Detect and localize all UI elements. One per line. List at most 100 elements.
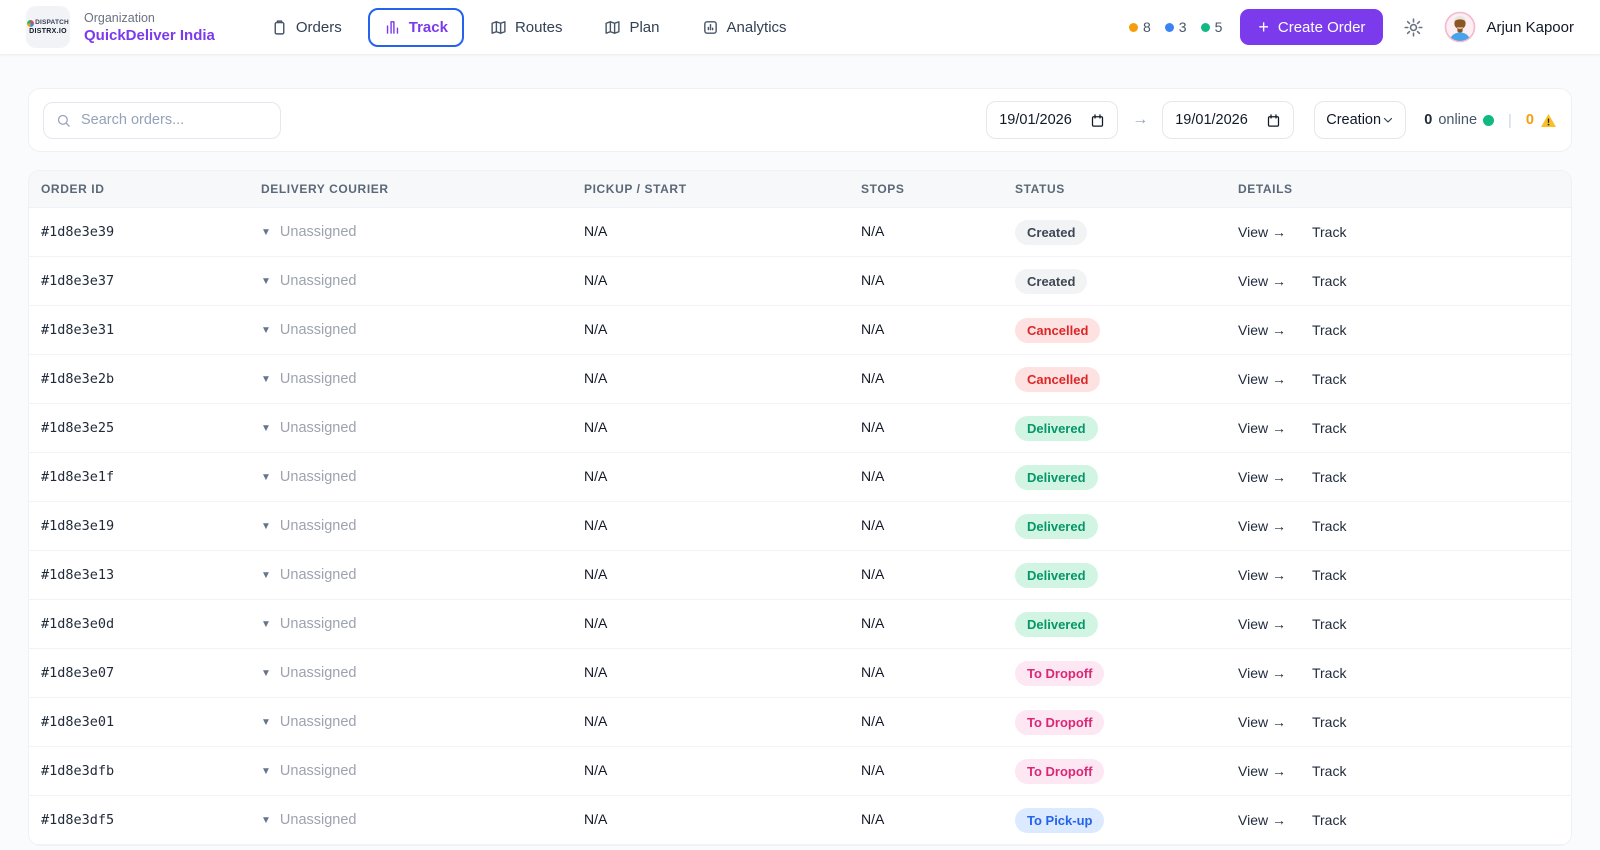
track-link[interactable]: Track <box>1311 273 1347 289</box>
warning-status: 0 <box>1526 112 1557 128</box>
calendar-icon <box>1092 113 1104 127</box>
calendar-icon <box>1268 113 1280 127</box>
track-link[interactable]: Track <box>1311 224 1347 240</box>
courier-value: Unassigned <box>279 616 357 632</box>
view-link[interactable]: View → <box>1238 714 1286 730</box>
courier-dropdown[interactable]: ▼ Unassigned <box>261 518 584 534</box>
nav-item-plan[interactable]: Plan <box>588 8 675 47</box>
view-link[interactable]: View → <box>1238 469 1286 485</box>
warning-icon <box>1540 113 1557 128</box>
courier-dropdown[interactable]: ▼ Unassigned <box>261 665 584 681</box>
courier-dropdown[interactable]: ▼ Unassigned <box>261 763 584 779</box>
track-link[interactable]: Track <box>1311 469 1347 485</box>
chevron-down-icon: ▼ <box>261 275 271 287</box>
chevron-down-icon: ▼ <box>261 814 271 826</box>
search-box[interactable] <box>43 101 281 139</box>
stops-value: N/A <box>861 811 885 827</box>
view-link[interactable]: View → <box>1238 518 1286 534</box>
nav-label: Plan <box>629 18 660 36</box>
analytics-icon <box>703 20 717 34</box>
track-link[interactable]: Track <box>1311 420 1347 436</box>
nav-item-analytics[interactable]: Analytics <box>686 8 803 47</box>
table-row: #1d8e3dfb ▼ Unassigned N/A N/A To Dropof… <box>29 747 1571 796</box>
status-badge: To Pick-up <box>1015 807 1105 833</box>
counter-value: 8 <box>1142 19 1151 35</box>
stops-value: N/A <box>861 615 885 631</box>
track-link[interactable]: Track <box>1311 518 1347 534</box>
table-row: #1d8e3e39 ▼ Unassigned N/A N/A Created V… <box>29 208 1571 257</box>
track-link[interactable]: Track <box>1311 665 1347 681</box>
track-link[interactable]: Track <box>1311 371 1347 387</box>
view-link[interactable]: View → <box>1238 616 1286 632</box>
stops-value: N/A <box>861 762 885 778</box>
organization-name[interactable]: QuickDeliver India <box>84 26 215 44</box>
view-link[interactable]: View → <box>1238 420 1286 436</box>
main-nav: Orders Track Routes Plan Analytics <box>255 7 803 47</box>
status-badge: Created <box>1015 219 1088 245</box>
courier-dropdown[interactable]: ▼ Unassigned <box>261 616 584 632</box>
date-to-input[interactable]: 19/01/2026 <box>1162 101 1295 139</box>
status-badge: To Dropoff <box>1015 660 1105 686</box>
create-order-label: Create Order <box>1277 18 1366 36</box>
track-link[interactable]: Track <box>1311 714 1347 730</box>
courier-dropdown[interactable]: ▼ Unassigned <box>261 371 584 387</box>
view-link[interactable]: View → <box>1238 224 1286 240</box>
nav-item-track[interactable]: Track <box>367 7 464 47</box>
courier-dropdown[interactable]: ▼ Unassigned <box>261 420 584 436</box>
track-link[interactable]: Track <box>1311 567 1347 583</box>
pickup-value: N/A <box>584 272 608 288</box>
table-row: #1d8e3e1f ▼ Unassigned N/A N/A Delivered… <box>29 453 1571 502</box>
courier-dropdown[interactable]: ▼ Unassigned <box>261 812 584 828</box>
counter-dot <box>1164 22 1174 32</box>
view-link[interactable]: View → <box>1238 812 1286 828</box>
view-link[interactable]: View → <box>1238 763 1286 779</box>
track-link[interactable]: Track <box>1311 322 1347 338</box>
nav-item-routes[interactable]: Routes <box>474 8 579 47</box>
track-link[interactable]: Track <box>1311 812 1347 828</box>
date-from-input[interactable]: 19/01/2026 <box>986 101 1119 139</box>
table-header: ORDER ID DELIVERY COURIER PICKUP / START… <box>29 171 1571 208</box>
view-link[interactable]: View → <box>1238 273 1286 289</box>
chevron-down-icon: ▼ <box>261 373 271 385</box>
search-input[interactable] <box>81 112 268 128</box>
clipboard-icon <box>274 19 285 35</box>
view-link[interactable]: View → <box>1238 665 1286 681</box>
order-id: #1d8e3e2b <box>41 371 115 387</box>
view-link[interactable]: View → <box>1238 322 1286 338</box>
order-id: #1d8e3e39 <box>41 224 115 240</box>
track-link[interactable]: Track <box>1311 616 1347 632</box>
table-row: #1d8e3e25 ▼ Unassigned N/A N/A Delivered… <box>29 404 1571 453</box>
table-row: #1d8e3e2b ▼ Unassigned N/A N/A Cancelled… <box>29 355 1571 404</box>
user-menu[interactable]: Arjun Kapoor <box>1444 11 1574 43</box>
view-link[interactable]: View → <box>1238 567 1286 583</box>
courier-dropdown[interactable]: ▼ Unassigned <box>261 224 584 240</box>
stops-value: N/A <box>861 566 885 582</box>
settings-button[interactable] <box>1401 15 1426 40</box>
courier-dropdown[interactable]: ▼ Unassigned <box>261 322 584 338</box>
order-id: #1d8e3e1f <box>41 469 115 485</box>
courier-value: Unassigned <box>279 224 357 240</box>
nav-item-orders[interactable]: Orders <box>255 8 358 47</box>
courier-dropdown[interactable]: ▼ Unassigned <box>261 469 584 485</box>
sort-select[interactable]: Creation <box>1314 101 1407 139</box>
create-order-button[interactable]: + Create Order <box>1240 9 1384 45</box>
pickup-value: N/A <box>584 419 608 435</box>
table-row: #1d8e3df5 ▼ Unassigned N/A N/A To Pick-u… <box>29 796 1571 845</box>
status-badge: Delivered <box>1015 562 1098 588</box>
status-badge: Cancelled <box>1015 366 1101 392</box>
courier-dropdown[interactable]: ▼ Unassigned <box>261 273 584 289</box>
courier-value: Unassigned <box>279 665 357 681</box>
map-icon <box>605 20 621 34</box>
organization-block: Organization QuickDeliver India <box>84 11 215 44</box>
order-id: #1d8e3e37 <box>41 273 115 289</box>
chevron-down-icon: ▼ <box>261 226 271 238</box>
status-badge: Delivered <box>1015 464 1098 490</box>
courier-dropdown[interactable]: ▼ Unassigned <box>261 567 584 583</box>
logo-text-1: DISPATCH <box>35 18 69 26</box>
status-badge: To Dropoff <box>1015 709 1105 735</box>
view-link[interactable]: View → <box>1238 371 1286 387</box>
courier-dropdown[interactable]: ▼ Unassigned <box>261 714 584 730</box>
track-link[interactable]: Track <box>1311 763 1347 779</box>
app-logo[interactable]: DISPATCH DISTRX.IO <box>26 6 70 48</box>
order-id: #1d8e3df5 <box>41 812 115 828</box>
